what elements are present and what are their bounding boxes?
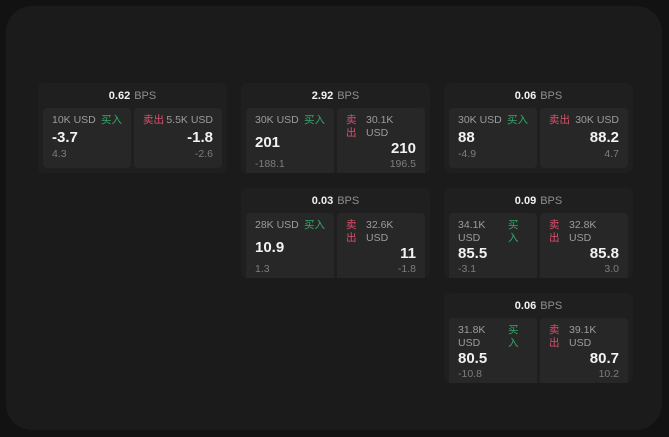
- sell-delta: 196.5: [389, 158, 416, 170]
- buy-panel[interactable]: 28K USD 买入 10.9 1.3: [246, 213, 334, 278]
- buy-size: 30K USD: [255, 114, 299, 126]
- quote-card-grid: 0.62 BPS 10K USD 买入 -3.7 4.3 卖出: [38, 83, 633, 383]
- buy-size: 34.1K USD: [458, 219, 486, 244]
- card-body: 31.8K USD 买入 80.5 -10.8 卖出 39.1K USD 80.…: [444, 318, 633, 383]
- buy-size: 31.8K USD: [458, 324, 486, 349]
- sell-side-label: 卖出: [143, 114, 164, 126]
- buy-price: 201: [255, 133, 281, 151]
- buy-side-label: 买入: [508, 324, 519, 349]
- sell-side-label: 卖出: [346, 219, 357, 244]
- sell-price: 210: [390, 140, 416, 157]
- sell-price: 11: [400, 245, 416, 262]
- sell-price: -1.8: [187, 128, 213, 146]
- buy-panel[interactable]: 30K USD 买入 88 -4.9: [449, 108, 537, 168]
- bps-unit-label: BPS: [540, 299, 563, 312]
- buy-side-label: 买入: [508, 219, 519, 244]
- bps-value: 2.92: [311, 89, 334, 102]
- sell-size: 30.1K USD: [365, 114, 394, 139]
- bps-value: 0.06: [514, 299, 537, 312]
- bps-unit-label: BPS: [540, 89, 563, 102]
- sell-panel[interactable]: 卖出 39.1K USD 80.7 10.2: [540, 318, 628, 383]
- buy-price: 88: [458, 128, 475, 146]
- sell-size: 32.8K USD: [568, 219, 597, 244]
- buy-panel[interactable]: 10K USD 买入 -3.7 4.3: [43, 108, 131, 168]
- sell-delta: -2.6: [194, 148, 213, 160]
- quote-card: 0.06 BPS 30K USD 买入 88 -4.9 卖出: [444, 83, 633, 173]
- card-body: 28K USD 买入 10.9 1.3 卖出 32.6K USD 11 -1.8: [241, 213, 430, 278]
- bps-unit-label: BPS: [134, 89, 157, 102]
- bps-header: 0.06 BPS: [444, 83, 633, 108]
- card-body: 10K USD 买入 -3.7 4.3 卖出 5.5K USD -1.8 -2.…: [38, 108, 227, 173]
- quote-card: 0.09 BPS 34.1K USD 买入 85.5 -3.1 卖出: [444, 188, 633, 278]
- sell-size: 39.1K USD: [568, 324, 597, 349]
- sell-delta: 10.2: [598, 368, 619, 380]
- buy-delta: -10.8: [458, 368, 482, 380]
- sell-delta: -1.8: [397, 263, 416, 275]
- sell-side-label: 卖出: [346, 114, 357, 139]
- buy-price: -3.7: [52, 128, 78, 146]
- bps-header: 0.62 BPS: [38, 83, 227, 108]
- sell-panel[interactable]: 卖出 30K USD 88.2 4.7: [540, 108, 628, 168]
- buy-delta: 4.3: [52, 148, 67, 160]
- bps-value: 0.06: [514, 89, 537, 102]
- buy-panel[interactable]: 30K USD 买入 201 -188.1: [246, 108, 334, 173]
- card-body: 30K USD 买入 88 -4.9 卖出 30K USD 88.2 4.7: [444, 108, 633, 173]
- sell-side-label: 卖出: [549, 324, 560, 349]
- buy-size: 30K USD: [458, 114, 502, 126]
- sell-delta: 3.0: [604, 263, 619, 275]
- app-window: 0.62 BPS 10K USD 买入 -3.7 4.3 卖出: [6, 6, 662, 430]
- card-body: 34.1K USD 买入 85.5 -3.1 卖出 32.8K USD 85.8…: [444, 213, 633, 278]
- buy-side-label: 买入: [507, 114, 528, 126]
- bps-value: 0.62: [108, 89, 131, 102]
- buy-price: 10.9: [255, 238, 285, 256]
- bps-value: 0.09: [514, 194, 537, 207]
- buy-delta: 1.3: [255, 263, 270, 275]
- buy-panel[interactable]: 34.1K USD 买入 85.5 -3.1: [449, 213, 537, 278]
- buy-delta: -188.1: [255, 158, 285, 170]
- sell-panel[interactable]: 卖出 5.5K USD -1.8 -2.6: [134, 108, 222, 168]
- buy-price: 80.5: [458, 350, 488, 367]
- quote-card: 0.06 BPS 31.8K USD 买入 80.5 -10.8 卖: [444, 293, 633, 383]
- buy-delta: -3.1: [458, 263, 477, 275]
- bps-header: 2.92 BPS: [241, 83, 430, 108]
- sell-side-label: 卖出: [549, 114, 570, 126]
- buy-price: 85.5: [458, 245, 488, 262]
- sell-size: 30K USD: [575, 114, 619, 126]
- bps-unit-label: BPS: [540, 194, 563, 207]
- buy-side-label: 买入: [101, 114, 122, 126]
- sell-price: 88.2: [589, 128, 619, 146]
- bps-value: 0.03: [311, 194, 334, 207]
- bps-header: 0.03 BPS: [241, 188, 430, 213]
- quote-card: 2.92 BPS 30K USD 买入 201 -188.1 卖出: [241, 83, 430, 173]
- buy-size: 10K USD: [52, 114, 96, 126]
- quote-card: 0.62 BPS 10K USD 买入 -3.7 4.3 卖出: [38, 83, 227, 173]
- buy-side-label: 买入: [304, 114, 325, 126]
- sell-side-label: 卖出: [549, 219, 560, 244]
- buy-delta: -4.9: [458, 148, 477, 160]
- sell-size: 32.6K USD: [365, 219, 394, 244]
- sell-size: 5.5K USD: [166, 114, 213, 126]
- sell-panel[interactable]: 卖出 32.8K USD 85.8 3.0: [540, 213, 628, 278]
- sell-price: 85.8: [589, 245, 619, 262]
- buy-size: 28K USD: [255, 219, 299, 231]
- buy-panel[interactable]: 31.8K USD 买入 80.5 -10.8: [449, 318, 537, 383]
- buy-side-label: 买入: [304, 219, 325, 231]
- quote-card: 0.03 BPS 28K USD 买入 10.9 1.3 卖出: [241, 188, 430, 278]
- bps-header: 0.09 BPS: [444, 188, 633, 213]
- sell-panel[interactable]: 卖出 32.6K USD 11 -1.8: [337, 213, 425, 278]
- bps-header: 0.06 BPS: [444, 293, 633, 318]
- sell-delta: 4.7: [604, 148, 619, 160]
- sell-panel[interactable]: 卖出 30.1K USD 210 196.5: [337, 108, 425, 173]
- card-body: 30K USD 买入 201 -188.1 卖出 30.1K USD 210 1…: [241, 108, 430, 173]
- sell-price: 80.7: [589, 350, 619, 367]
- bps-unit-label: BPS: [337, 194, 360, 207]
- bps-unit-label: BPS: [337, 89, 360, 102]
